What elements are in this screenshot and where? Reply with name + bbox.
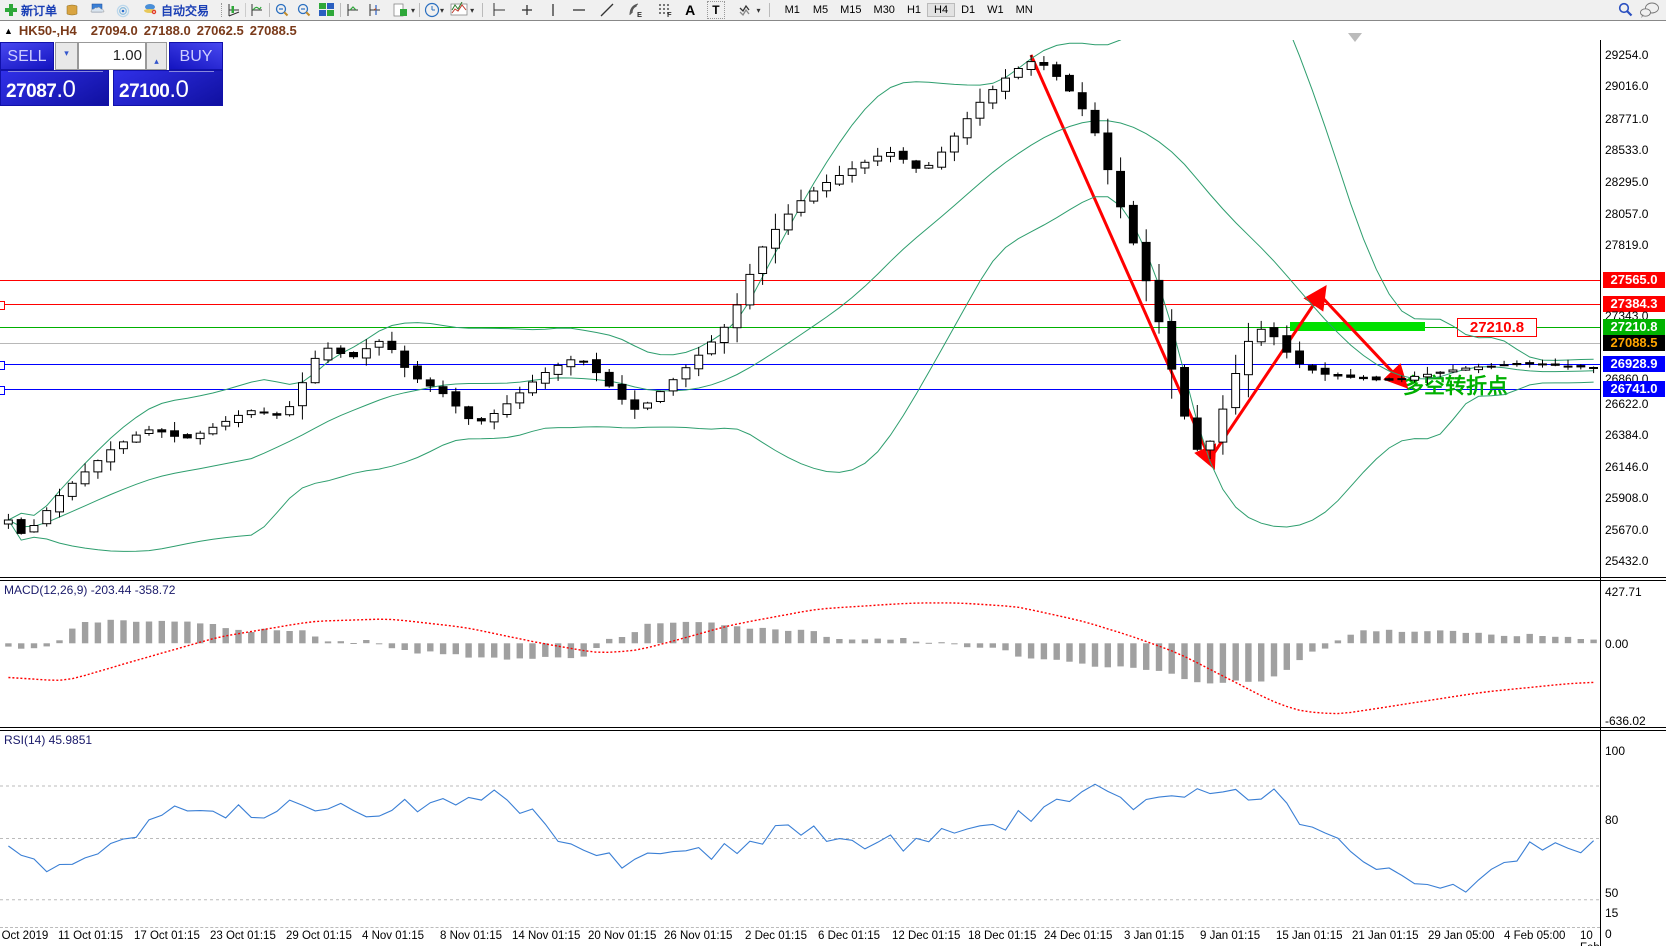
svg-text:E: E bbox=[637, 10, 642, 18]
svg-text:F: F bbox=[667, 10, 672, 18]
